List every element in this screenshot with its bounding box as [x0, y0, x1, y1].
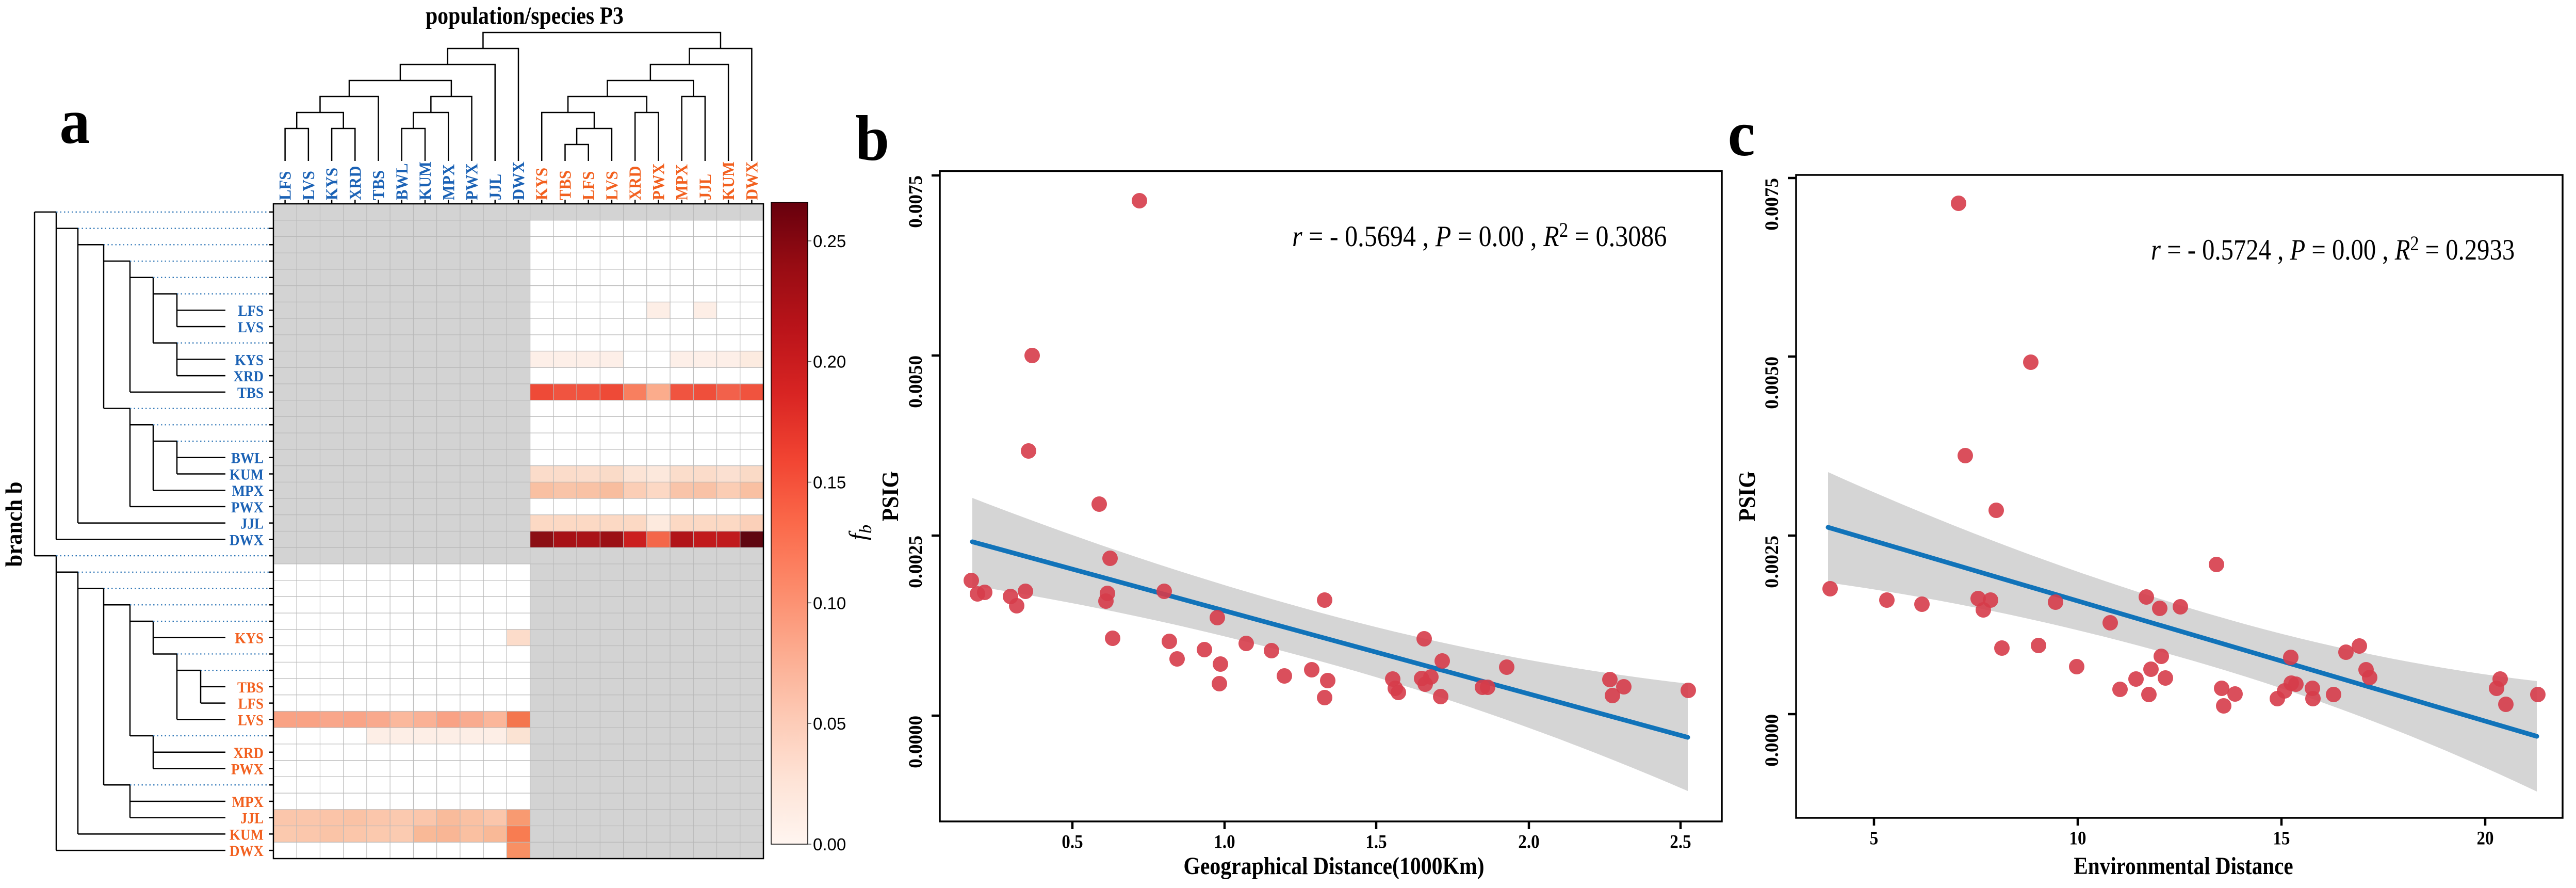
svg-text:TBS: TBS — [556, 170, 574, 200]
svg-text:1.5: 1.5 — [1365, 831, 1387, 852]
svg-text:XRD: XRD — [234, 368, 264, 385]
svg-text:2.5: 2.5 — [1670, 831, 1691, 852]
svg-text:PWX: PWX — [463, 163, 481, 200]
svg-text:TBS: TBS — [237, 385, 264, 402]
svg-text:DWX: DWX — [509, 162, 528, 200]
svg-text:Environmental Distance: Environmental Distance — [2074, 852, 2293, 880]
svg-text:Geographical Distance(1000Km): Geographical Distance(1000Km) — [1183, 852, 1484, 879]
svg-text:LVS: LVS — [238, 712, 264, 729]
svg-text:DWX: DWX — [230, 843, 264, 860]
svg-text:KUM: KUM — [230, 466, 264, 483]
svg-text:JJL: JJL — [486, 174, 504, 200]
svg-text:XRD: XRD — [626, 166, 644, 200]
svg-text:KUM: KUM — [230, 827, 264, 844]
svg-text:XRD: XRD — [346, 166, 364, 200]
svg-text:0.0000: 0.0000 — [1762, 714, 1783, 767]
svg-text:0.05: 0.05 — [813, 714, 846, 733]
svg-text:DWX: DWX — [742, 162, 761, 200]
svg-text:PWX: PWX — [231, 761, 264, 778]
svg-text:TBS: TBS — [237, 680, 264, 697]
svg-text:0.5: 0.5 — [1062, 831, 1083, 852]
svg-text:0.15: 0.15 — [813, 473, 846, 492]
svg-text:0.0075: 0.0075 — [1762, 178, 1783, 231]
svg-text:population/species P3: population/species P3 — [426, 2, 624, 29]
svg-text:0.0000: 0.0000 — [905, 716, 926, 768]
svg-text:KYS: KYS — [235, 630, 264, 647]
svg-text:KYS: KYS — [322, 168, 341, 200]
svg-text:PWX: PWX — [231, 499, 264, 516]
svg-text:0.25: 0.25 — [813, 232, 846, 251]
svg-text:LVS: LVS — [602, 171, 621, 200]
svg-text:0.10: 0.10 — [813, 593, 846, 612]
svg-text:r = - 0.5724 , P = 0.00 , R2 =: r = - 0.5724 , P = 0.00 , R2 = 0.2933 — [2151, 233, 2515, 266]
svg-text:TBS: TBS — [369, 170, 388, 200]
svg-text:0.20: 0.20 — [813, 352, 846, 372]
svg-text:LFS: LFS — [579, 171, 598, 200]
svg-text:LVS: LVS — [299, 171, 318, 200]
svg-text:0.0025: 0.0025 — [1762, 536, 1783, 588]
svg-text:JJL: JJL — [240, 515, 264, 532]
svg-text:DWX: DWX — [230, 532, 264, 549]
svg-text:r = - 0.5694 , P = 0.00 , R2 =: r = - 0.5694 , P = 0.00 , R2 = 0.3086 — [1292, 219, 1667, 253]
svg-text:MPX: MPX — [673, 164, 691, 200]
svg-text:KYS: KYS — [235, 352, 264, 369]
svg-text:KYS: KYS — [532, 168, 551, 200]
svg-text:20: 20 — [2477, 828, 2494, 849]
svg-text:15: 15 — [2273, 828, 2290, 849]
svg-text:LVS: LVS — [238, 319, 264, 336]
svg-text:10: 10 — [2069, 828, 2086, 849]
svg-text:LFS: LFS — [238, 303, 264, 320]
svg-text:XRD: XRD — [234, 745, 264, 762]
svg-text:b: b — [855, 103, 889, 174]
svg-text:0.0025: 0.0025 — [905, 536, 926, 588]
svg-text:c: c — [1728, 98, 1755, 169]
svg-text:LFS: LFS — [238, 696, 264, 713]
svg-text:2.0: 2.0 — [1518, 831, 1539, 852]
svg-text:KUM: KUM — [719, 162, 738, 200]
svg-text:0.0050: 0.0050 — [905, 356, 926, 408]
svg-text:PWX: PWX — [649, 163, 667, 200]
svg-text:branch b: branch b — [1, 481, 27, 567]
svg-text:JJL: JJL — [696, 174, 714, 200]
svg-text:BWL: BWL — [231, 450, 264, 467]
svg-text:0.0050: 0.0050 — [1762, 357, 1783, 409]
svg-text:BWL: BWL — [393, 163, 411, 200]
svg-text:MPX: MPX — [232, 794, 264, 811]
svg-text:1.0: 1.0 — [1214, 831, 1235, 852]
svg-text:JJL: JJL — [240, 810, 264, 827]
svg-text:5: 5 — [1870, 828, 1878, 849]
svg-text:PSIG: PSIG — [1734, 471, 1760, 522]
svg-text:MPX: MPX — [439, 164, 458, 200]
svg-text:a: a — [59, 86, 90, 157]
svg-text:MPX: MPX — [232, 483, 264, 500]
svg-text:PSIG: PSIG — [877, 471, 903, 522]
svg-text:0.00: 0.00 — [813, 835, 846, 854]
svg-text:LFS: LFS — [276, 171, 295, 200]
svg-text:0.0075: 0.0075 — [905, 175, 926, 228]
svg-text:KUM: KUM — [416, 162, 434, 200]
